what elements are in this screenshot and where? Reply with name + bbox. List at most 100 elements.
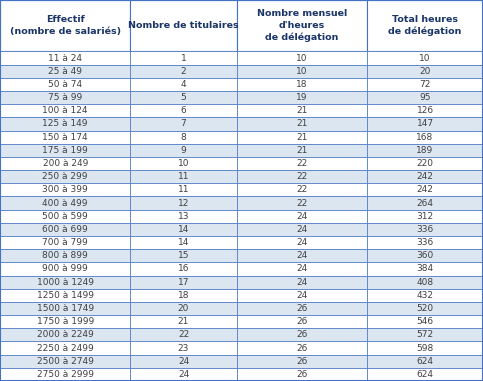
Bar	[237, 104, 367, 117]
Text: 598: 598	[416, 344, 434, 352]
Text: Effectif
(nombre de salariés): Effectif (nombre de salariés)	[10, 15, 121, 36]
Text: 10: 10	[296, 67, 308, 76]
Bar	[130, 197, 237, 210]
Bar	[237, 65, 367, 78]
Text: 168: 168	[416, 133, 434, 142]
Text: 360: 360	[416, 251, 434, 260]
Bar	[130, 315, 237, 328]
Text: 2500 à 2749: 2500 à 2749	[37, 357, 94, 366]
Text: 22: 22	[178, 330, 189, 339]
Bar	[130, 249, 237, 263]
Text: 11: 11	[178, 185, 189, 194]
Text: 10: 10	[296, 53, 308, 62]
Text: 432: 432	[416, 291, 434, 300]
Bar	[367, 275, 483, 289]
Text: 312: 312	[416, 212, 434, 221]
Text: 24: 24	[178, 357, 189, 366]
Bar	[130, 170, 237, 183]
Text: 250 à 299: 250 à 299	[43, 172, 88, 181]
Text: 700 à 799: 700 à 799	[43, 238, 88, 247]
Bar	[130, 355, 237, 368]
Bar	[237, 197, 367, 210]
Text: 95: 95	[419, 93, 431, 102]
Text: 10: 10	[419, 53, 431, 62]
Text: 900 à 999: 900 à 999	[43, 264, 88, 274]
Text: 7: 7	[181, 119, 186, 128]
Bar	[130, 328, 237, 341]
Text: 14: 14	[178, 225, 189, 234]
Bar	[367, 78, 483, 91]
Text: 2250 à 2499: 2250 à 2499	[37, 344, 94, 352]
Text: 408: 408	[416, 278, 434, 287]
Text: 9: 9	[181, 146, 186, 155]
Bar	[237, 51, 367, 65]
Bar	[130, 0, 237, 51]
Bar	[0, 223, 130, 236]
Bar	[0, 131, 130, 144]
Text: 6: 6	[181, 106, 186, 115]
Text: 21: 21	[296, 133, 308, 142]
Bar	[367, 65, 483, 78]
Bar	[237, 263, 367, 275]
Bar	[130, 302, 237, 315]
Bar	[237, 157, 367, 170]
Bar	[367, 104, 483, 117]
Bar	[237, 131, 367, 144]
Bar	[237, 78, 367, 91]
Bar	[367, 0, 483, 51]
Bar	[367, 315, 483, 328]
Text: 336: 336	[416, 225, 434, 234]
Text: 220: 220	[416, 159, 434, 168]
Text: 125 à 149: 125 à 149	[43, 119, 88, 128]
Bar	[367, 302, 483, 315]
Bar	[0, 328, 130, 341]
Text: 24: 24	[296, 212, 308, 221]
Bar	[0, 197, 130, 210]
Text: 264: 264	[416, 199, 434, 208]
Bar	[237, 144, 367, 157]
Bar	[130, 117, 237, 131]
Bar	[237, 183, 367, 197]
Text: 300 à 399: 300 à 399	[43, 185, 88, 194]
Bar	[130, 368, 237, 381]
Text: 17: 17	[178, 278, 189, 287]
Text: 21: 21	[296, 146, 308, 155]
Text: 25 à 49: 25 à 49	[48, 67, 82, 76]
Bar	[0, 315, 130, 328]
Bar	[367, 157, 483, 170]
Bar	[130, 144, 237, 157]
Text: 24: 24	[296, 291, 308, 300]
Bar	[367, 183, 483, 197]
Bar	[0, 183, 130, 197]
Bar	[237, 91, 367, 104]
Bar	[130, 183, 237, 197]
Bar	[130, 263, 237, 275]
Text: 13: 13	[178, 212, 189, 221]
Bar	[367, 144, 483, 157]
Text: 19: 19	[296, 93, 308, 102]
Text: Total heures
de délégation: Total heures de délégation	[388, 15, 462, 37]
Text: 624: 624	[416, 357, 434, 366]
Bar	[130, 341, 237, 355]
Text: 175 à 199: 175 à 199	[43, 146, 88, 155]
Bar	[237, 341, 367, 355]
Bar	[0, 170, 130, 183]
Bar	[367, 131, 483, 144]
Bar	[237, 368, 367, 381]
Text: 24: 24	[296, 264, 308, 274]
Bar	[367, 263, 483, 275]
Text: 21: 21	[296, 119, 308, 128]
Bar	[0, 302, 130, 315]
Bar	[367, 170, 483, 183]
Bar	[367, 368, 483, 381]
Text: 242: 242	[417, 185, 433, 194]
Bar	[367, 197, 483, 210]
Text: 22: 22	[296, 172, 308, 181]
Bar	[237, 328, 367, 341]
Text: 20: 20	[178, 304, 189, 313]
Text: 10: 10	[178, 159, 189, 168]
Bar	[130, 104, 237, 117]
Text: 24: 24	[296, 238, 308, 247]
Bar	[367, 341, 483, 355]
Text: 22: 22	[296, 159, 308, 168]
